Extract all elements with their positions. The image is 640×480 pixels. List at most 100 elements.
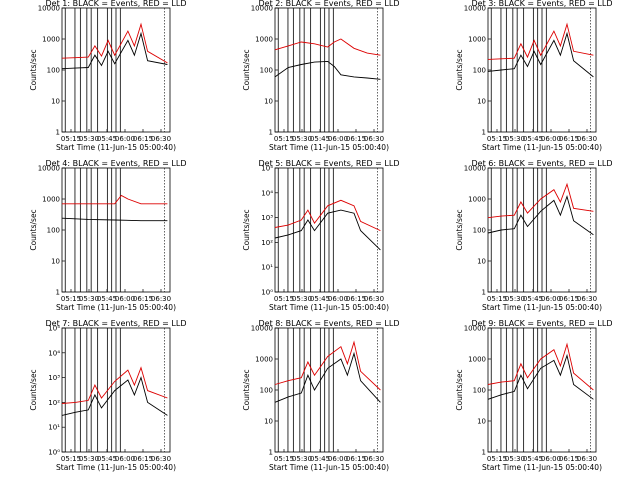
detector-chart-9: Det 9: BLACK = Events, RED = LLD 1 10 100 10…	[455, 320, 613, 472]
detector-panel-7: Det 7: BLACK = Events, RED = LLD 10⁰ 10¹ 10…	[0, 320, 213, 480]
series-line-lld	[487, 182, 594, 219]
series-line-events	[61, 31, 168, 70]
x-tick-label: 05:30	[292, 135, 312, 143]
x-tick-label: 06:15	[559, 135, 579, 143]
detector-panel-5: Det 5: BLACK = Events, RED = LLD 10⁰ 10¹ 10…	[213, 160, 426, 320]
y-tick-label: 1	[56, 129, 60, 137]
y-tick-label: 10³	[48, 374, 60, 382]
x-tick-label: 05:45	[523, 135, 543, 143]
y-tick-label: 10²	[261, 239, 273, 247]
x-tick-label: 06:30	[364, 455, 384, 463]
x-tick-label: 05:30	[505, 135, 525, 143]
x-tick-label: 05:15	[274, 135, 294, 143]
detector-panel-8: Det 8: BLACK = Events, RED = LLD 1 10 100 10…	[213, 320, 426, 480]
x-axis-label: Start Time (11-Jun-15 05:00:40)	[56, 143, 176, 152]
y-axis-label: Counts/sec	[242, 49, 251, 90]
x-tick-label: 05:15	[61, 455, 81, 463]
y-tick-label: 10	[264, 98, 273, 106]
x-tick-label: 05:15	[274, 455, 294, 463]
series-line-lld	[274, 38, 381, 56]
panel-title: Det 9: BLACK = Events, RED = LLD	[472, 320, 613, 328]
y-tick-label: 100	[47, 227, 60, 235]
series-line-events	[487, 353, 594, 400]
panel-title: Det 7: BLACK = Events, RED = LLD	[46, 320, 187, 328]
y-axis-label: Counts/sec	[242, 369, 251, 410]
x-tick-label: 05:45	[523, 455, 543, 463]
y-tick-label: 100	[473, 67, 486, 75]
y-tick-label: 1	[56, 289, 60, 297]
y-tick-label: 10⁰	[48, 449, 60, 457]
series-line-events	[274, 60, 381, 80]
x-tick-label: 05:45	[310, 295, 330, 303]
series-line-events	[487, 31, 594, 78]
series-line-events	[487, 194, 594, 236]
y-tick-label: 10	[477, 418, 486, 426]
detector-chart-7: Det 7: BLACK = Events, RED = LLD 10⁰ 10¹ 10…	[29, 320, 187, 472]
x-tick-label: 06:00	[115, 455, 135, 463]
series-line-lld	[274, 340, 381, 391]
x-tick-label: 06:30	[577, 455, 597, 463]
series-line-lld	[61, 366, 168, 404]
y-tick-label: 100	[47, 67, 60, 75]
series-line-lld	[487, 22, 594, 60]
x-tick-label: 06:00	[541, 135, 561, 143]
panel-title: Det 2: BLACK = Events, RED = LLD	[259, 0, 400, 8]
y-tick-label: 10000	[464, 5, 486, 13]
y-axis-label: Counts/sec	[29, 369, 38, 410]
y-tick-label: 10²	[48, 399, 60, 407]
x-tick-label: 05:30	[292, 455, 312, 463]
x-tick-label: 06:30	[151, 295, 171, 303]
y-tick-label: 1	[482, 289, 486, 297]
x-tick-label: 06:30	[151, 455, 171, 463]
y-tick-label: 10⁵	[261, 165, 273, 173]
x-tick-label: 05:30	[79, 455, 99, 463]
detector-panel-3: Det 3: BLACK = Events, RED = LLD 1 10 100 10…	[426, 0, 639, 160]
x-axis-label: Start Time (11-Jun-15 05:00:40)	[269, 143, 389, 152]
detector-chart-6: Det 6: BLACK = Events, RED = LLD 1 10 100 10…	[455, 160, 613, 312]
detector-chart-5: Det 5: BLACK = Events, RED = LLD 10⁰ 10¹ 10…	[242, 160, 400, 312]
y-axis-label: Counts/sec	[455, 369, 464, 410]
x-tick-label: 06:00	[115, 295, 135, 303]
y-axis-label: Counts/sec	[455, 209, 464, 250]
y-tick-label: 1	[482, 129, 486, 137]
x-tick-label: 05:30	[505, 455, 525, 463]
y-axis-label: Counts/sec	[242, 209, 251, 250]
y-tick-label: 10⁴	[261, 189, 273, 197]
x-tick-label: 05:30	[79, 135, 99, 143]
y-tick-label: 10000	[251, 5, 273, 13]
detector-chart-3: Det 3: BLACK = Events, RED = LLD 1 10 100 10…	[455, 0, 612, 152]
y-tick-label: 10⁴	[48, 349, 60, 357]
y-tick-label: 1000	[255, 356, 273, 364]
x-tick-label: 06:15	[346, 455, 366, 463]
detector-panel-6: Det 6: BLACK = Events, RED = LLD 1 10 100 10…	[426, 160, 639, 320]
y-tick-label: 10	[477, 98, 486, 106]
x-tick-label: 06:30	[151, 135, 171, 143]
y-tick-label: 10¹	[48, 424, 60, 432]
x-tick-label: 06:15	[133, 295, 153, 303]
y-tick-label: 10⁰	[261, 289, 273, 297]
series-line-lld	[487, 342, 594, 391]
x-tick-label: 06:15	[559, 295, 579, 303]
panel-title: Det 6: BLACK = Events, RED = LLD	[472, 160, 613, 168]
detector-chart-1: Det 1: BLACK = Events, RED = LLD 1 10 100 10…	[29, 0, 187, 152]
panel-title: Det 8: BLACK = Events, RED = LLD	[259, 320, 400, 328]
x-tick-label: 05:15	[487, 455, 507, 463]
x-tick-label: 06:00	[115, 135, 135, 143]
y-tick-label: 10000	[38, 165, 60, 173]
x-tick-label: 05:15	[487, 295, 507, 303]
x-tick-label: 06:30	[577, 135, 597, 143]
x-tick-label: 06:15	[559, 455, 579, 463]
x-tick-label: 06:15	[133, 135, 153, 143]
x-tick-label: 06:00	[328, 455, 348, 463]
x-tick-label: 06:15	[346, 135, 366, 143]
x-tick-label: 06:00	[328, 135, 348, 143]
panel-title: Det 1: BLACK = Events, RED = LLD	[46, 0, 187, 8]
y-tick-label: 1000	[468, 196, 486, 204]
x-tick-label: 06:15	[346, 295, 366, 303]
y-tick-label: 1000	[468, 36, 486, 44]
y-tick-label: 1	[269, 129, 273, 137]
series-line-events	[61, 376, 168, 416]
panel-title: Det 5: BLACK = Events, RED = LLD	[259, 160, 400, 168]
y-tick-label: 10	[51, 98, 60, 106]
x-tick-label: 05:15	[274, 295, 294, 303]
